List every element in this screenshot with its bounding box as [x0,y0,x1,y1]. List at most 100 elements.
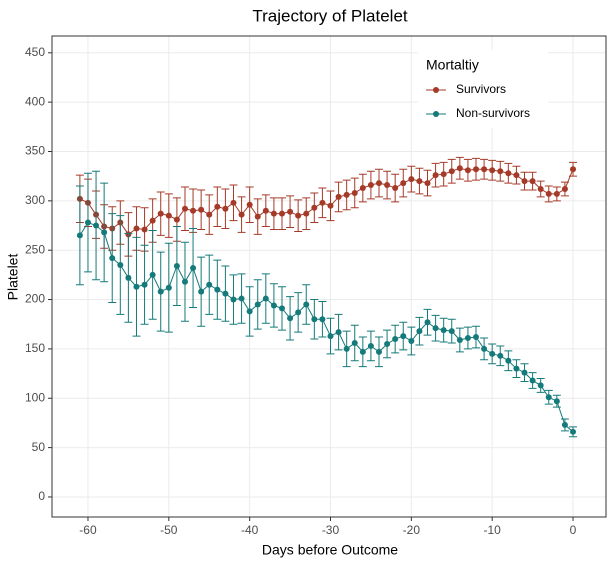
point [311,204,318,211]
point [513,365,520,372]
point [545,190,552,197]
point [190,264,197,271]
point [505,170,512,177]
point [230,296,237,303]
point [254,301,261,308]
point [270,302,277,309]
legend-box [418,50,548,128]
chart-title: Trajectory of Platelet [252,6,408,25]
point [303,301,310,308]
point [335,193,342,200]
point [190,207,197,214]
point [456,337,463,344]
point [246,201,253,208]
y-tick-label: 100 [25,390,45,404]
y-tick-label: 200 [25,292,45,306]
x-tick-label: -50 [160,523,178,537]
point [157,210,164,217]
y-tick-label: 450 [25,45,45,59]
point [343,345,350,352]
point [295,309,302,316]
point [238,295,245,302]
point [367,182,374,189]
point [392,185,399,192]
point [287,315,294,322]
point [400,333,407,340]
point [262,295,269,302]
point [367,342,374,349]
point [214,286,221,293]
point [424,180,431,187]
point [416,328,423,335]
point [222,205,229,212]
point [359,185,366,192]
point [181,278,188,285]
legend-title: Mortaltiy [426,57,479,73]
point [392,336,399,343]
point [206,281,213,288]
plot-border [51,35,607,518]
point [319,199,326,206]
x-axis-label: Days before Outcome [262,542,398,558]
point [76,232,83,239]
point [278,305,285,312]
point [359,348,366,355]
point [149,271,156,278]
point [424,319,431,326]
y-tick-label: 250 [25,242,45,256]
point [529,377,536,384]
y-axis-label: Platelet [5,254,21,301]
point [198,288,205,295]
point [84,219,91,226]
point [327,333,334,340]
point [93,222,100,229]
point [343,191,350,198]
point [303,210,310,217]
point [133,225,140,232]
point [206,211,213,218]
point [270,210,277,217]
point [335,329,342,336]
point [432,172,439,179]
point [141,226,148,233]
x-tick-label: -30 [322,523,340,537]
point [173,216,180,223]
point [448,168,455,175]
y-tick-label: 300 [25,193,45,207]
point [319,316,326,323]
point [570,428,577,435]
point [481,345,488,352]
point [125,274,132,281]
point [133,283,140,290]
legend-label: Survivors [456,82,506,96]
point [198,206,205,213]
point [173,262,180,269]
y-tick-label: 0 [38,489,45,503]
x-tick-label: -60 [79,523,97,537]
point [561,421,568,428]
point [327,202,334,209]
point [553,190,560,197]
point [456,165,463,172]
point [375,348,382,355]
point [165,212,172,219]
point [287,208,294,215]
point [311,316,318,323]
point [537,382,544,389]
point [351,189,358,196]
point [440,171,447,178]
point [432,325,439,332]
point [537,185,544,192]
point [262,207,269,214]
point [553,398,560,405]
point [230,199,237,206]
point [117,262,124,269]
point [561,185,568,192]
y-tick-label: 50 [32,440,46,454]
legend-key-point [433,87,439,93]
point [384,182,391,189]
y-tick-label: 400 [25,94,45,108]
x-tick-label: -40 [241,523,259,537]
point [473,334,480,341]
